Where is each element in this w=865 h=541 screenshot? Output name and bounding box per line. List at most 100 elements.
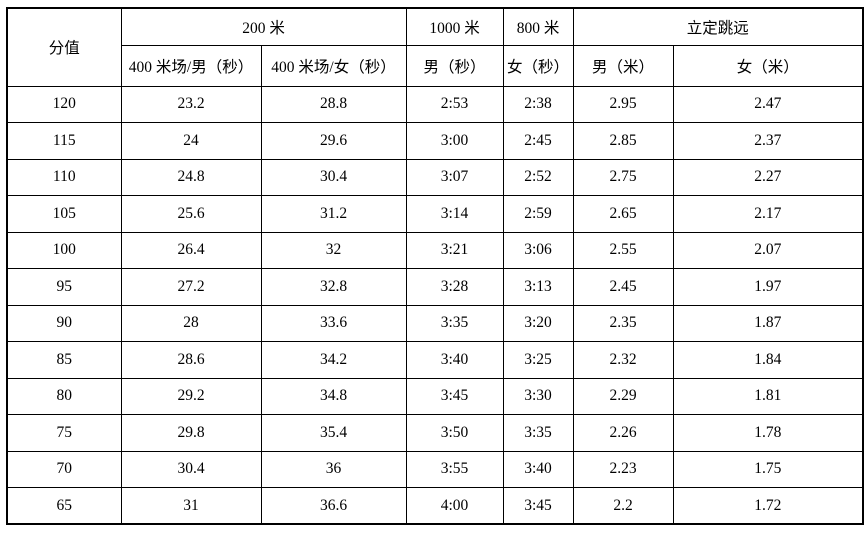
cell-jump-male: 2.75 [572, 158, 674, 196]
cell-200m-male: 28 [120, 304, 262, 342]
cell-jump-female: 2.17 [672, 195, 864, 233]
table-row: 65 31 36.6 4:00 3:45 2.2 1.72 [6, 487, 864, 525]
cell-jump-female: 1.75 [672, 450, 864, 488]
cell-800m-female: 2:59 [502, 195, 574, 233]
cell-score: 70 [6, 450, 122, 488]
cell-200m-male: 24.8 [120, 158, 262, 196]
cell-jump-male: 2.23 [572, 450, 674, 488]
table-row: 115 24 29.6 3:00 2:45 2.85 2.37 [6, 122, 864, 160]
cell-jump-male: 2.45 [572, 268, 674, 306]
cell-800m-female: 3:13 [502, 268, 574, 306]
cell-200m-female: 31.2 [260, 195, 407, 233]
cell-200m-female: 30.4 [260, 158, 407, 196]
cell-1000m-male: 3:21 [405, 231, 504, 269]
cell-score: 120 [6, 85, 122, 123]
cell-200m-male: 29.8 [120, 414, 262, 452]
cell-jump-female: 2.37 [672, 122, 864, 160]
score-table-body: 120 23.2 28.8 2:53 2:38 2.95 2.47 115 24 29.6 3:00… [6, 85, 864, 525]
score-table: 分值 200 米 1000 米 800 米 立定跳远 400 米场/男（秒） 4… [6, 7, 865, 525]
cell-200m-male: 24 [120, 122, 262, 160]
table-row: 70 30.4 36 3:55 3:40 2.23 1.75 [6, 450, 864, 488]
cell-800m-female: 3:40 [502, 450, 574, 488]
cell-800m-female: 3:25 [502, 341, 574, 379]
cell-jump-male: 2.35 [572, 304, 674, 342]
cell-jump-male: 2.29 [572, 377, 674, 415]
cell-200m-male: 28.6 [120, 341, 262, 379]
cell-score: 95 [6, 268, 122, 306]
cell-200m-female: 34.2 [260, 341, 407, 379]
cell-1000m-male: 3:00 [405, 122, 504, 160]
cell-1000m-male: 4:00 [405, 487, 504, 525]
cell-jump-female: 1.72 [672, 487, 864, 525]
cell-score: 80 [6, 377, 122, 415]
cell-200m-male: 25.6 [120, 195, 262, 233]
cell-score: 115 [6, 122, 122, 160]
cell-200m-female: 33.6 [260, 304, 407, 342]
header-group-standing-long-jump: 立定跳远 [572, 7, 864, 46]
header-jump-male: 男（米） [572, 44, 674, 87]
cell-1000m-male: 3:40 [405, 341, 504, 379]
header-800m-female: 女（秒） [502, 44, 574, 87]
cell-200m-female: 32 [260, 231, 407, 269]
cell-800m-female: 2:52 [502, 158, 574, 196]
cell-score: 85 [6, 341, 122, 379]
cell-200m-female: 36 [260, 450, 407, 488]
table-row: 95 27.2 32.8 3:28 3:13 2.45 1.97 [6, 268, 864, 306]
cell-1000m-male: 3:07 [405, 158, 504, 196]
cell-200m-female: 36.6 [260, 487, 407, 525]
cell-score: 100 [6, 231, 122, 269]
cell-score: 90 [6, 304, 122, 342]
cell-200m-male: 29.2 [120, 377, 262, 415]
cell-jump-male: 2.95 [572, 85, 674, 123]
header-row-groups: 分值 200 米 1000 米 800 米 立定跳远 [6, 7, 864, 87]
cell-200m-male: 27.2 [120, 268, 262, 306]
cell-jump-male: 2.32 [572, 341, 674, 379]
cell-200m-male: 26.4 [120, 231, 262, 269]
table-row: 110 24.8 30.4 3:07 2:52 2.75 2.27 [6, 158, 864, 196]
table-row: 100 26.4 32 3:21 3:06 2.55 2.07 [6, 231, 864, 269]
table-row: 80 29.2 34.8 3:45 3:30 2.29 1.81 [6, 377, 864, 415]
cell-1000m-male: 3:50 [405, 414, 504, 452]
cell-jump-male: 2.65 [572, 195, 674, 233]
cell-score: 105 [6, 195, 122, 233]
cell-jump-female: 1.78 [672, 414, 864, 452]
cell-1000m-male: 3:55 [405, 450, 504, 488]
cell-800m-female: 3:06 [502, 231, 574, 269]
header-score: 分值 [6, 7, 122, 87]
table-row: 105 25.6 31.2 3:14 2:59 2.65 2.17 [6, 195, 864, 233]
cell-score: 65 [6, 487, 122, 525]
cell-200m-female: 35.4 [260, 414, 407, 452]
cell-800m-female: 2:38 [502, 85, 574, 123]
cell-jump-male: 2.55 [572, 231, 674, 269]
score-table-header: 分值 200 米 1000 米 800 米 立定跳远 400 米场/男（秒） 4… [6, 7, 864, 87]
cell-800m-female: 3:35 [502, 414, 574, 452]
header-group-200m: 200 米 [120, 7, 407, 46]
cell-jump-female: 2.07 [672, 231, 864, 269]
header-200m-female: 400 米场/女（秒） [260, 44, 407, 87]
cell-1000m-male: 2:53 [405, 85, 504, 123]
cell-jump-female: 2.47 [672, 85, 864, 123]
header-group-1000m: 1000 米 [405, 7, 504, 46]
cell-1000m-male: 3:45 [405, 377, 504, 415]
cell-200m-female: 34.8 [260, 377, 407, 415]
cell-1000m-male: 3:28 [405, 268, 504, 306]
cell-jump-male: 2.85 [572, 122, 674, 160]
table-row: 75 29.8 35.4 3:50 3:35 2.26 1.78 [6, 414, 864, 452]
cell-800m-female: 2:45 [502, 122, 574, 160]
cell-800m-female: 3:20 [502, 304, 574, 342]
table-row: 90 28 33.6 3:35 3:20 2.35 1.87 [6, 304, 864, 342]
cell-200m-female: 28.8 [260, 85, 407, 123]
cell-jump-female: 1.81 [672, 377, 864, 415]
header-200m-male: 400 米场/男（秒） [120, 44, 262, 87]
cell-200m-male: 30.4 [120, 450, 262, 488]
cell-200m-female: 29.6 [260, 122, 407, 160]
cell-800m-female: 3:45 [502, 487, 574, 525]
cell-jump-female: 1.87 [672, 304, 864, 342]
cell-1000m-male: 3:14 [405, 195, 504, 233]
header-group-800m: 800 米 [502, 7, 574, 46]
cell-200m-male: 31 [120, 487, 262, 525]
header-jump-female: 女（米） [672, 44, 864, 87]
cell-score: 110 [6, 158, 122, 196]
cell-800m-female: 3:30 [502, 377, 574, 415]
